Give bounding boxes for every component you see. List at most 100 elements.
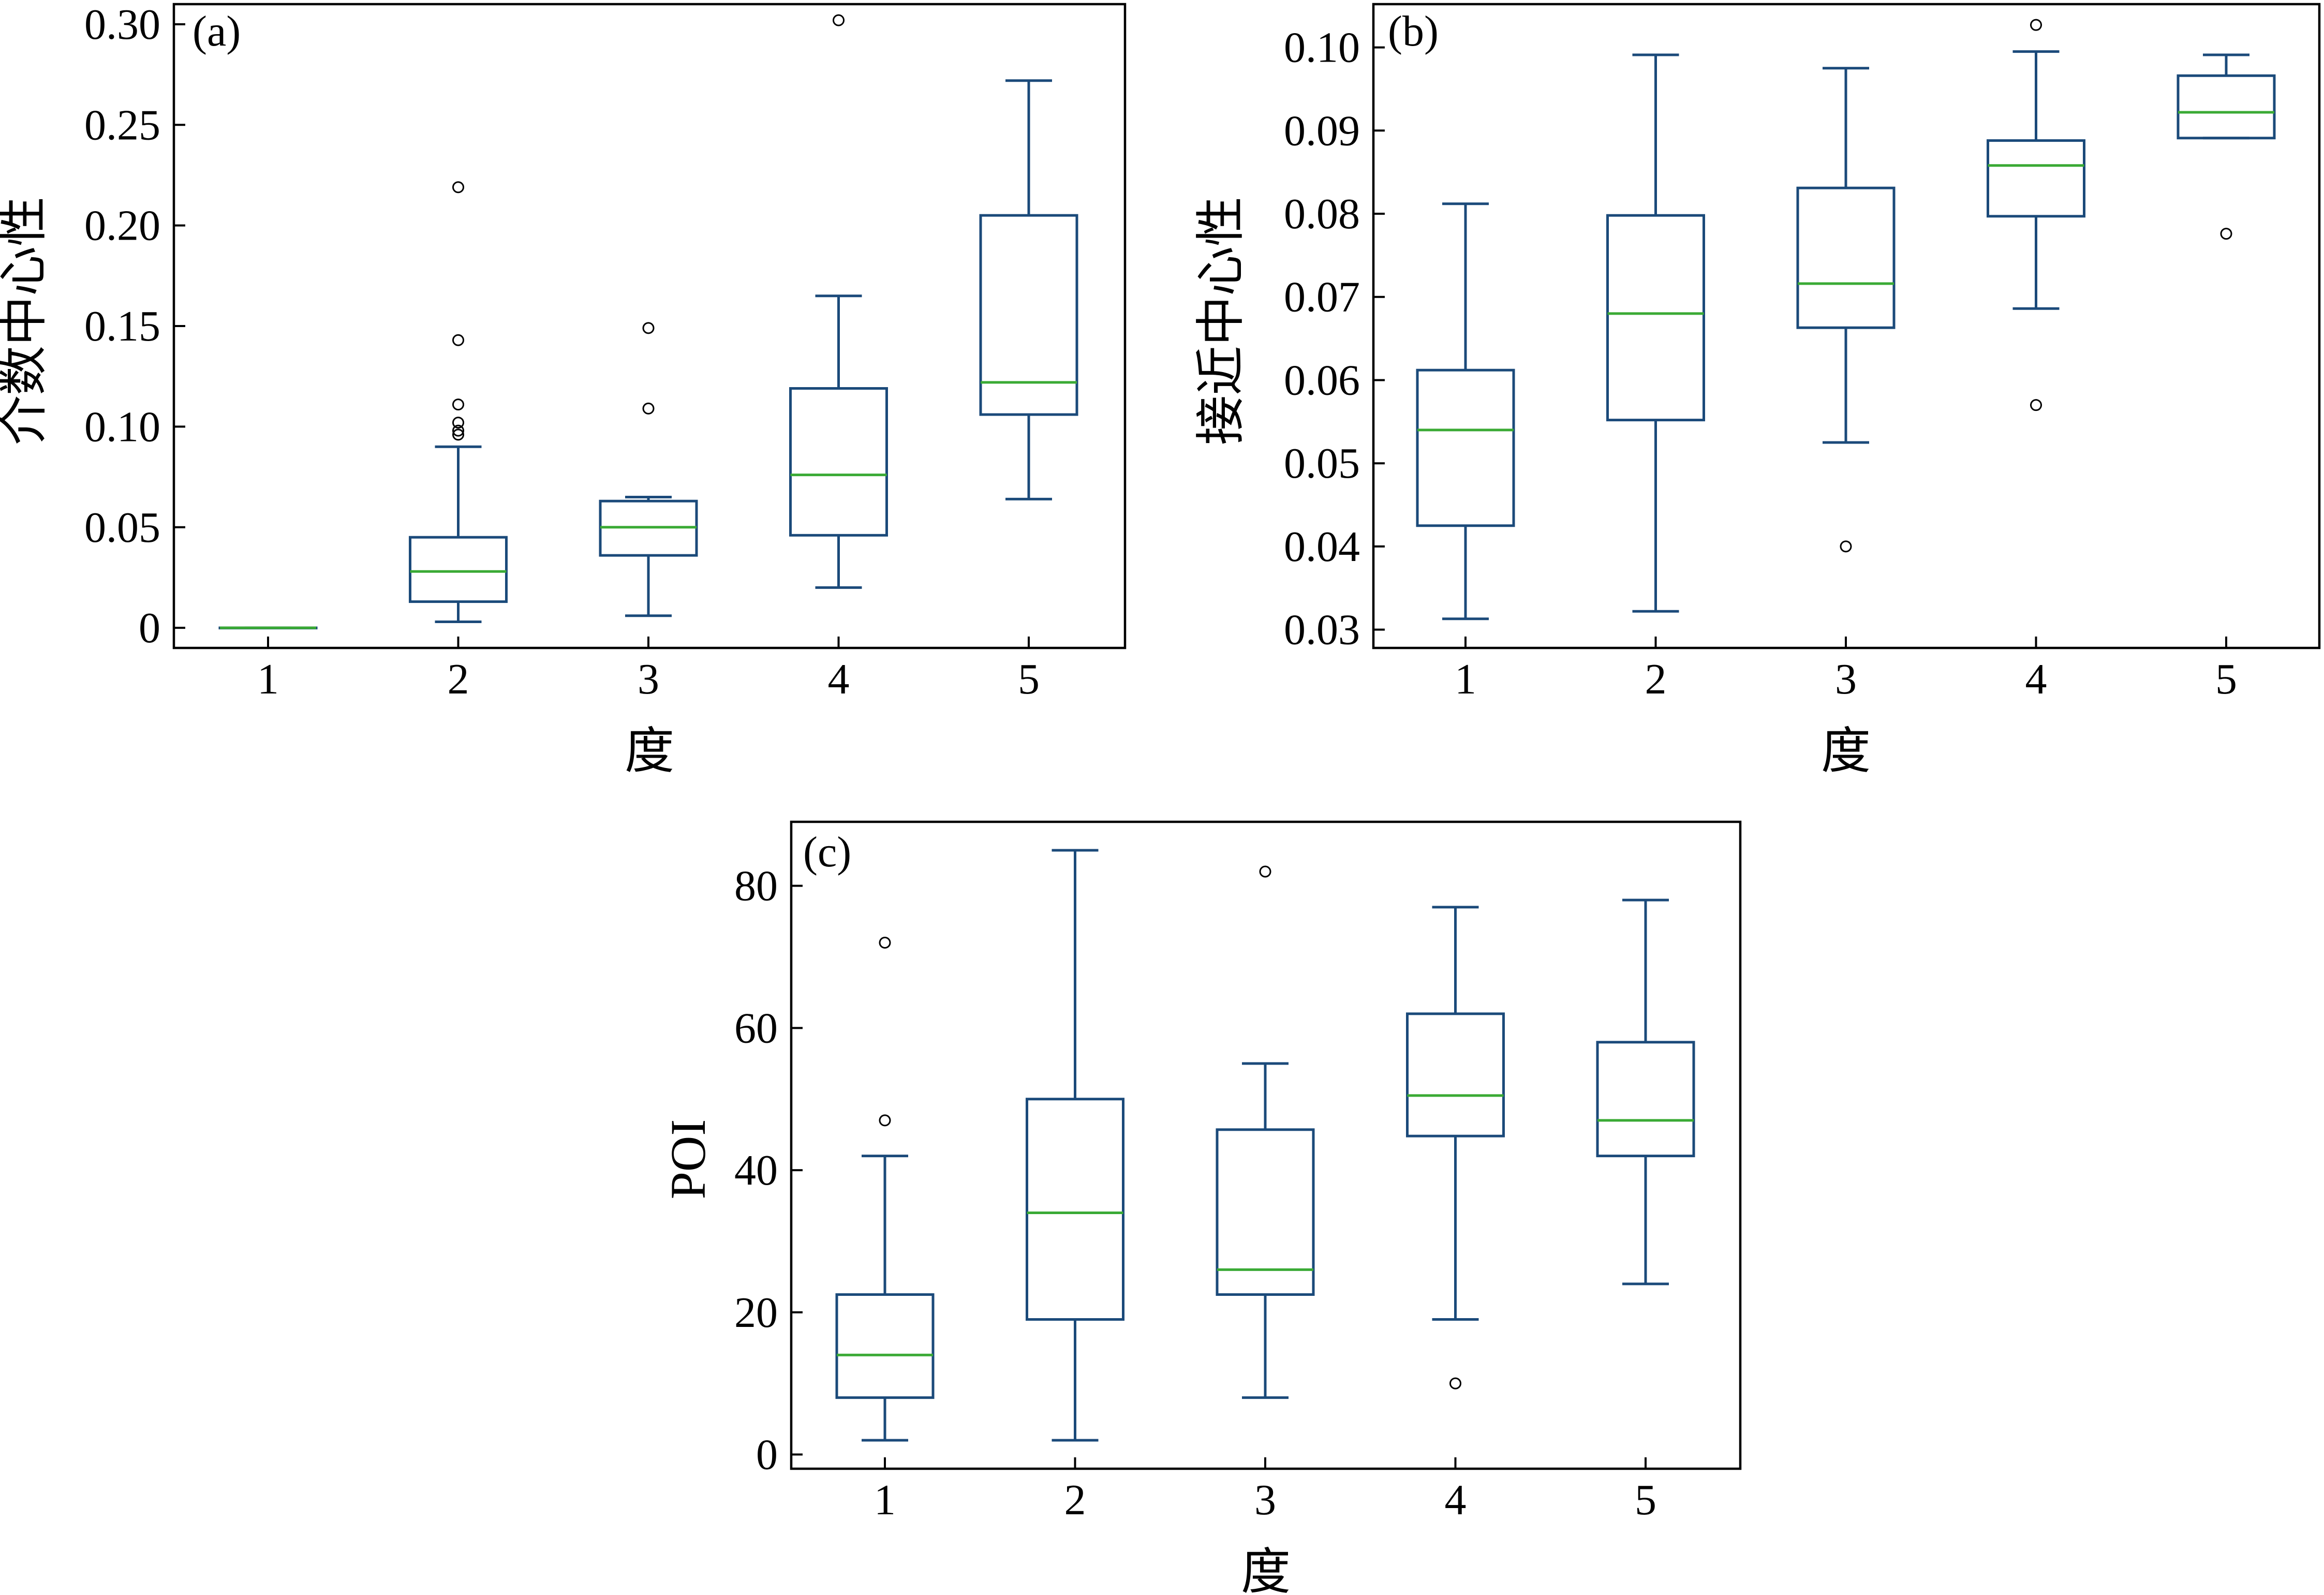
x-tick-label: 3: [1835, 655, 1857, 703]
box-iqr: [835, 1293, 935, 1399]
outlier-point: [452, 181, 464, 194]
y-tick-label: 0.07: [1284, 273, 1360, 321]
outlier-point: [452, 417, 464, 429]
y-tick-label: 0.10: [1284, 24, 1360, 72]
box-iqr: [1606, 214, 1705, 422]
box-marks: [835, 849, 1695, 1442]
y-tick-labels: 0.03 0.04 0.05 0.06 0.07 0.08 0.09 0.10: [1284, 24, 1360, 654]
x-tick-label: 2: [1645, 655, 1667, 703]
y-tick-label: 0.05: [84, 504, 160, 552]
panel-b: 0.03 0.04 0.05 0.06 0.07 0.08 0.09 0.10 1 2 3 4 5 (…: [1193, 3, 2321, 779]
y-tick-label: 0.03: [1284, 606, 1360, 654]
y-tick-label: 0.30: [84, 1, 160, 49]
x-tick-label: 1: [257, 655, 279, 703]
box-plot-item: [1026, 849, 1124, 1442]
box-marks: [218, 14, 1078, 630]
y-tick-label: 60: [734, 1004, 778, 1052]
y-tick-label: 0: [756, 1431, 778, 1479]
box-iqr: [1416, 368, 1515, 527]
x-tick-labels: 1 2 3 4 5: [874, 1476, 1656, 1524]
box-iqr: [1596, 1041, 1695, 1158]
box-plot-item: [1606, 53, 1705, 613]
y-tick-label: 0.04: [1284, 523, 1360, 571]
box-plot-item: [2177, 53, 2276, 240]
outlier-point: [452, 334, 464, 346]
y-tick-labels: 0 0.05 0.10 0.15 0.20 0.25 0.30: [84, 1, 160, 652]
x-axis-label: 度: [1241, 1544, 1291, 1595]
x-tick-label: 4: [2025, 655, 2047, 703]
box-marks: [1416, 19, 2276, 621]
x-tick-label: 2: [1064, 1476, 1086, 1524]
outlier-point: [452, 398, 464, 411]
x-tick-label: 4: [1445, 1476, 1467, 1524]
box-plot-item: [409, 181, 508, 623]
x-axis-label: 度: [1821, 723, 1871, 779]
outlier-point: [2030, 19, 2042, 31]
tick-marks: [1373, 46, 2227, 648]
outlier-point: [452, 429, 464, 441]
box-plot-item: [1406, 906, 1505, 1390]
y-tick-label: 0.15: [84, 302, 160, 350]
y-tick-label: 0.06: [1284, 356, 1360, 404]
box-plot-item: [1596, 898, 1695, 1286]
box-plot-item: [1796, 67, 1896, 553]
y-axis-label: 介数中心性: [0, 197, 51, 445]
x-tick-label: 3: [638, 655, 659, 703]
y-tick-label: 80: [734, 862, 778, 910]
outlier-point: [452, 424, 464, 437]
x-tick-label: 4: [828, 655, 850, 703]
panel-label: (b): [1388, 7, 1439, 55]
panel-a: 0 0.05 0.10 0.15 0.20 0.25 0.30 1 2 3 4 5 (a) 度 介数…: [0, 1, 1127, 779]
plot-frame: [172, 3, 1127, 649]
box-iqr: [1796, 186, 1896, 329]
panel-c: 0 20 40 60 80 1 2 3 4 5 (c) 度 POI: [660, 820, 1742, 1595]
box-plot-item: [1216, 865, 1315, 1399]
y-tick-label: 0: [139, 604, 160, 652]
box-plot-item: [789, 14, 888, 589]
x-axis-label: 度: [625, 723, 674, 779]
y-tick-labels: 0 20 40 60 80: [734, 862, 778, 1479]
x-tick-label: 5: [1018, 655, 1040, 703]
x-tick-labels: 1 2 3 4 5: [257, 655, 1040, 703]
box-plot-item: [1987, 19, 2085, 411]
box-iqr: [1406, 1012, 1505, 1138]
tick-marks: [174, 23, 1030, 648]
box-plot-item: [599, 322, 698, 617]
box-plot-item: [1416, 202, 1515, 621]
y-tick-label: 0.20: [84, 202, 160, 250]
box-iqr: [2177, 74, 2276, 140]
outlier-point: [2220, 228, 2232, 240]
panel-label: (a): [193, 7, 241, 55]
outlier-point: [879, 937, 891, 949]
x-tick-label: 1: [1455, 655, 1476, 703]
box-iqr: [979, 214, 1078, 416]
y-tick-label: 0.10: [84, 403, 160, 451]
outlier-point: [1449, 1377, 1461, 1390]
x-tick-label: 5: [1635, 1476, 1656, 1524]
y-tick-label: 0.08: [1284, 190, 1360, 238]
box-iqr: [1987, 139, 2085, 218]
outlier-point: [2030, 399, 2042, 411]
y-tick-label: 0.05: [1284, 439, 1360, 488]
box-iqr: [1026, 1098, 1124, 1321]
x-tick-labels: 1 2 3 4 5: [1455, 655, 2237, 703]
x-tick-label: 2: [448, 655, 469, 703]
y-tick-label: 0.25: [84, 101, 160, 149]
box-iqr: [789, 387, 888, 537]
tick-marks: [791, 884, 1647, 1469]
box-iqr: [409, 536, 508, 603]
outlier-point: [879, 1114, 891, 1127]
y-tick-label: 0.09: [1284, 107, 1360, 155]
y-tick-label: 20: [734, 1289, 778, 1337]
box-plot-item: [979, 79, 1078, 500]
y-tick-label: 40: [734, 1146, 778, 1194]
y-axis-label: POI: [660, 1119, 716, 1200]
outlier-point: [1259, 865, 1271, 878]
box-plot-item: [835, 937, 935, 1442]
outlier-point: [1840, 540, 1852, 553]
outlier-point: [833, 14, 845, 26]
box-iqr: [1216, 1128, 1315, 1296]
outlier-point: [642, 322, 655, 334]
outlier-point: [642, 402, 655, 415]
